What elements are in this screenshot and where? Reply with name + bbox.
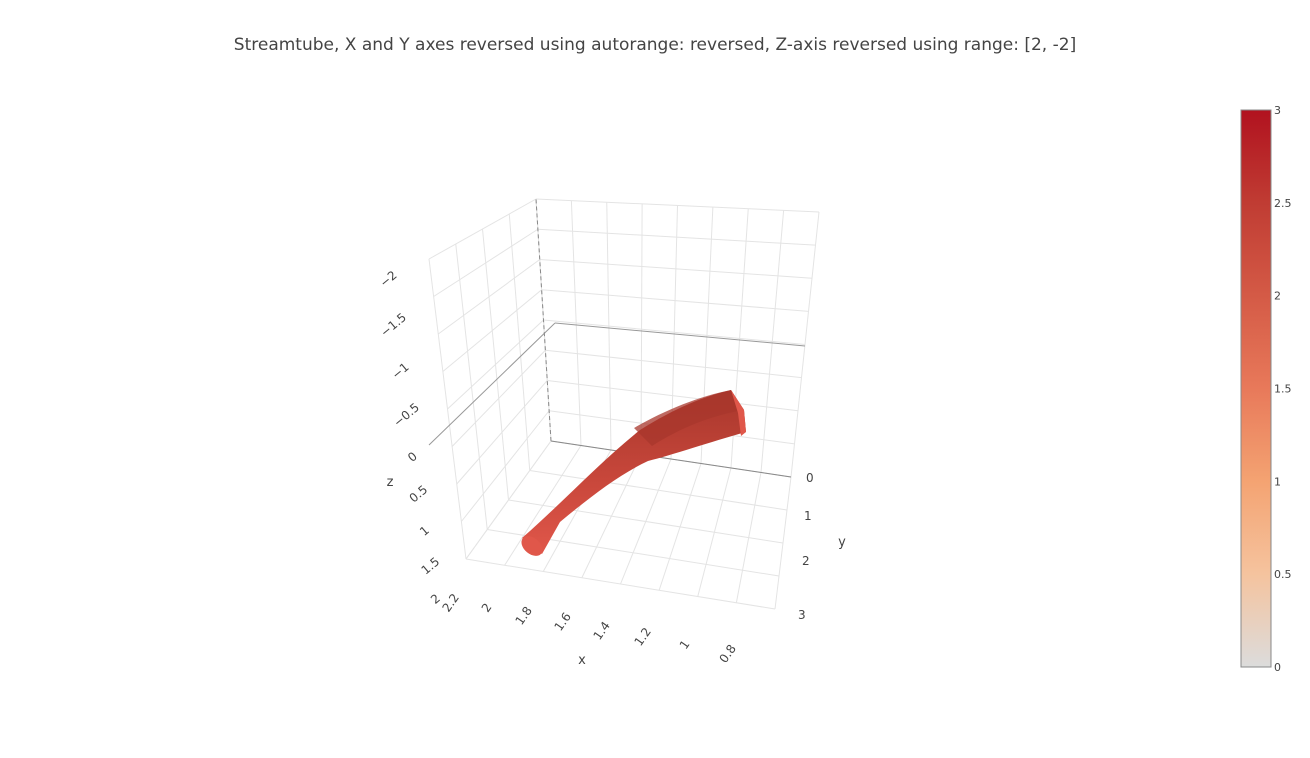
colorbar-tick-label: 0 (1274, 661, 1281, 674)
z-axis-line (535, 198, 552, 442)
z-tick-label: 0.5 (407, 482, 431, 505)
x-tick-label: 2.2 (440, 591, 462, 615)
x-axis-label: x (578, 653, 586, 668)
z-tick-label: −1.5 (378, 310, 409, 339)
z-tick-label: −1 (389, 360, 412, 382)
z-tick-label: −0.5 (391, 400, 422, 429)
z-tick-label: 1 (417, 523, 432, 539)
x-tick-label: 1.4 (591, 619, 613, 643)
tick-labels: 2.2 2 1.8 1.6 1.4 1.2 1 0.8 0 1 2 3 −2 −1.5 −1 −0.5 0 0.5… (377, 268, 813, 666)
colorbar-tick-label: 1 (1274, 475, 1281, 488)
colorbar-tick-label: 0.5 (1274, 568, 1292, 581)
wall-grid-line (433, 228, 539, 297)
floor-grid-line (529, 470, 788, 511)
x-tick-label: 1.6 (552, 610, 574, 634)
colorbar-ticks: 0 0.5 1 1.5 2 2.5 3 (1274, 104, 1292, 674)
wall-grid-line (447, 319, 544, 410)
streamtube-end-cap (731, 390, 746, 436)
chart-title: Streamtube, X and Y axes reversed using … (234, 35, 1076, 55)
streamtube[interactable] (518, 390, 746, 560)
colorbar-tick-label: 1.5 (1274, 383, 1292, 396)
y-axis-label: y (838, 535, 846, 550)
floor-grid-line (465, 558, 776, 610)
grid-lines (428, 198, 820, 610)
wall-grid-line (545, 349, 802, 379)
floor-grid-line (508, 499, 784, 544)
z-axis-label: z (387, 475, 394, 490)
z-zero-line (428, 322, 556, 446)
wall-grid-line (537, 228, 816, 246)
wall-grid-line (437, 259, 541, 335)
colorbar-tick-label: 2.5 (1274, 197, 1292, 210)
wall-grid-line (428, 198, 537, 260)
z-tick-label: −2 (377, 268, 400, 290)
streamtube-top-shade (634, 390, 744, 446)
colorbar-tick-label: 3 (1274, 104, 1281, 117)
z-tick-label: 0 (405, 449, 420, 465)
colorbar: 0 0.5 1 1.5 2 2.5 3 (1240, 104, 1292, 674)
y-tick-label: 0 (806, 471, 814, 485)
streamtube-start-cap (521, 536, 543, 556)
colorbar-gradient (1240, 109, 1272, 668)
x-tick-label: 2 (479, 601, 495, 615)
y-tick-label: 1 (804, 509, 812, 523)
streamtube-body[interactable] (522, 390, 746, 554)
z-zero-line (554, 322, 806, 347)
x-tick-label: 1.8 (513, 604, 535, 628)
y-axis-line (550, 440, 792, 478)
wall-grid-line (460, 410, 550, 522)
axis-lines (428, 198, 806, 478)
scene-3d[interactable]: 2.2 2 1.8 1.6 1.4 1.2 1 0.8 0 1 2 3 −2 −1.5 −1 −0.5 0 0.5… (377, 198, 846, 668)
wall-grid-line (442, 289, 542, 372)
colorbar-tick-label: 2 (1274, 290, 1281, 303)
x-tick-label: 1 (677, 638, 693, 652)
y-tick-label: 2 (802, 554, 810, 568)
y-tick-label: 3 (798, 608, 806, 622)
x-tick-label: 1.2 (632, 625, 654, 649)
wall-grid-line (535, 198, 820, 213)
wall-grid-line (451, 349, 546, 447)
wall-grid-line (547, 380, 799, 412)
wall-grid-line (465, 440, 552, 560)
wall-grid-line (539, 259, 813, 279)
wall-grid-line (456, 380, 548, 485)
wall-grid-line (543, 319, 806, 345)
x-tick-label: 0.8 (717, 642, 739, 666)
z-tick-label: 1.5 (419, 554, 443, 577)
wall-grid-line (541, 289, 809, 312)
